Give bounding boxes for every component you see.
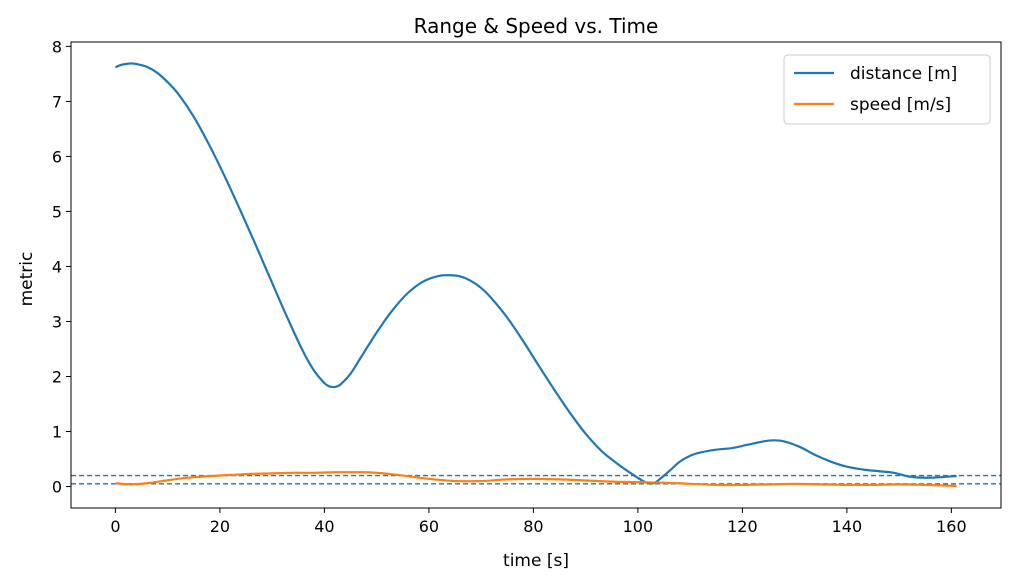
x-tick-label: 0 [110,517,120,536]
y-tick-label: 5 [52,202,62,221]
legend-label: speed [m/s] [850,95,951,115]
chart-title: Range & Speed vs. Time [414,14,659,38]
series-line-1 [115,471,957,488]
legend: distance [m] speed [m/s] [783,54,991,125]
y-tick-label: 7 [52,92,62,111]
y-tick-label: 8 [52,37,62,56]
plot-frame [70,41,1002,509]
x-tick-label: 60 [419,517,439,536]
x-axis-label: time [s] [503,551,569,571]
x-tick-label: 160 [936,517,967,536]
x-tick-label: 80 [523,517,543,536]
y-tick-label: 0 [52,478,62,497]
y-tick-label: 4 [52,257,62,276]
x-tick-label: 100 [623,517,654,536]
x-tick-label: 20 [210,517,230,536]
y-axis-label: metric [17,252,37,307]
legend-box [783,54,991,125]
x-tick-label: 40 [314,517,334,536]
y-tick-label: 6 [52,147,62,166]
y-tick-label: 2 [52,368,62,387]
series-line-0 [114,62,957,485]
x-tick-label: 140 [832,517,863,536]
x-tick-label: 120 [727,517,758,536]
y-tick-label: 1 [52,423,62,442]
legend-label: distance [m] [850,64,957,84]
y-tick-label: 3 [52,312,62,331]
